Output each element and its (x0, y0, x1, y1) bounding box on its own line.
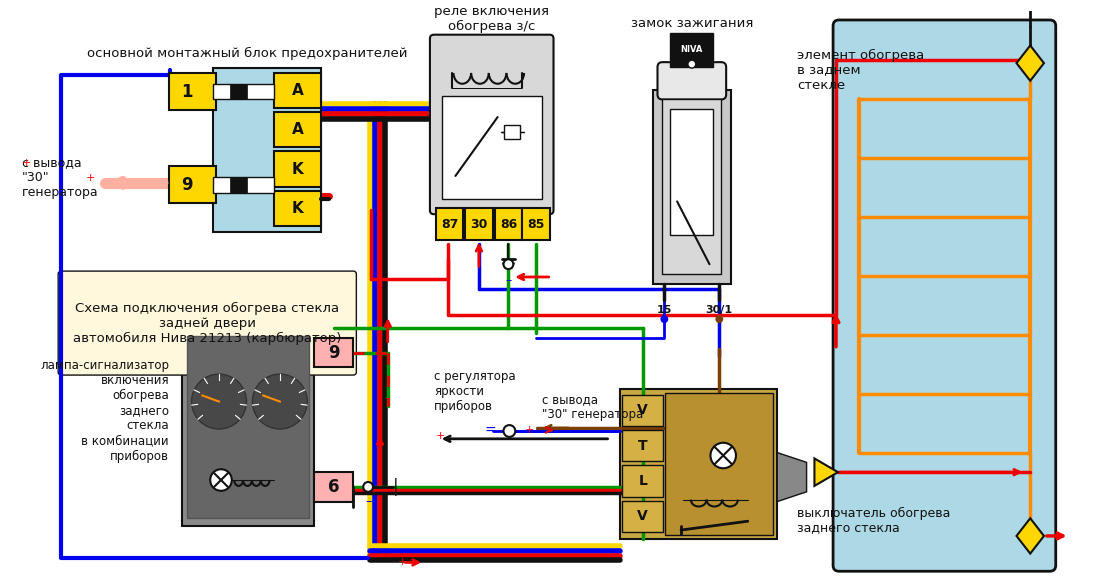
Bar (442, 96, 542, 199)
Text: T: T (638, 439, 648, 453)
Text: NIVA: NIVA (681, 45, 703, 54)
Circle shape (503, 259, 513, 269)
Bar (652, 89, 731, 284)
Text: лампа-сигнализатор
включения
обогрева
заднего
стекла
в комбинации
приборов: лампа-сигнализатор включения обогрева за… (40, 359, 169, 463)
Circle shape (688, 60, 696, 68)
Bar (169, 166, 216, 203)
Bar (522, 208, 550, 239)
Text: V: V (637, 509, 648, 523)
Text: K: K (291, 201, 304, 216)
Text: 30/1: 30/1 (705, 305, 733, 315)
Text: 6: 6 (328, 478, 340, 496)
Bar (230, 84, 247, 99)
Bar (465, 208, 492, 239)
Circle shape (715, 315, 723, 323)
Circle shape (503, 425, 516, 437)
Bar (213, 68, 321, 232)
Text: замок зажигания: замок зажигания (630, 17, 753, 30)
Text: основной монтажный блок предохранителей: основной монтажный блок предохранителей (87, 47, 407, 60)
Circle shape (253, 374, 307, 429)
Bar (230, 177, 247, 193)
Text: 15: 15 (657, 305, 672, 315)
Polygon shape (670, 33, 713, 67)
Text: 87: 87 (440, 217, 458, 231)
Bar (169, 73, 216, 110)
Text: V: V (637, 404, 648, 418)
Text: 9: 9 (181, 176, 192, 194)
Bar (274, 190, 321, 226)
Bar (436, 208, 464, 239)
Text: +: + (436, 431, 445, 441)
Bar (213, 84, 274, 99)
Text: выключатель обогрева
заднего стекла: выключатель обогрева заднего стекла (797, 506, 951, 534)
Text: реле включения
обогрева з/с: реле включения обогрева з/с (434, 5, 549, 33)
Circle shape (1050, 0, 1060, 4)
Bar (1023, 0, 1037, 6)
Bar (315, 472, 353, 502)
Bar (274, 73, 321, 108)
Bar (670, 109, 713, 235)
Circle shape (192, 374, 246, 429)
Text: |: | (393, 478, 399, 496)
Bar (623, 395, 664, 426)
Bar (274, 112, 321, 148)
Polygon shape (777, 453, 807, 502)
Text: 9: 9 (328, 343, 340, 361)
Bar (495, 208, 522, 239)
Polygon shape (1017, 46, 1044, 81)
Bar (315, 338, 353, 367)
Text: с регулятора
яркости
приборов: с регулятора яркости приборов (434, 370, 516, 413)
FancyBboxPatch shape (429, 34, 553, 214)
Text: 86: 86 (500, 217, 517, 231)
Text: +: + (524, 425, 533, 435)
FancyBboxPatch shape (834, 20, 1055, 571)
Bar (452, 88, 522, 89)
Bar (623, 430, 664, 461)
Text: +: + (86, 173, 95, 183)
Bar (666, 392, 773, 535)
Text: с вывода
"30" генератора: с вывода "30" генератора (542, 393, 643, 421)
Bar (505, 125, 520, 138)
Text: элемент обогрева
в заднем
стекле: элемент обогрева в заднем стекле (797, 48, 924, 92)
Bar (213, 177, 274, 193)
Bar (623, 500, 664, 532)
Polygon shape (1017, 518, 1044, 554)
Bar (620, 389, 777, 539)
Text: 30: 30 (470, 217, 488, 231)
Polygon shape (815, 458, 838, 486)
Text: –: – (365, 495, 371, 508)
Bar (187, 336, 309, 518)
Text: A: A (291, 122, 304, 137)
Text: –: – (506, 274, 511, 287)
Circle shape (660, 315, 668, 323)
Text: +: + (397, 557, 407, 568)
Text: A: A (291, 83, 304, 98)
Text: 85: 85 (528, 217, 544, 231)
Bar (623, 465, 664, 497)
FancyBboxPatch shape (59, 271, 357, 375)
Text: с вывода
"30"
генератора: с вывода "30" генератора (22, 157, 98, 199)
Text: K: K (291, 162, 304, 176)
Circle shape (711, 443, 736, 468)
Bar (662, 99, 721, 274)
Bar (274, 151, 321, 187)
Text: Схема подключения обогрева стекла
задней двери
автомобиля Нива 21213 (карбюратор: Схема подключения обогрева стекла задней… (73, 301, 341, 345)
Circle shape (210, 469, 232, 491)
FancyBboxPatch shape (658, 62, 726, 99)
Circle shape (363, 482, 373, 492)
Text: +: + (22, 158, 31, 168)
Text: =: = (484, 424, 496, 438)
Text: L: L (638, 474, 647, 488)
Text: 1: 1 (181, 82, 192, 100)
Bar (182, 328, 315, 526)
